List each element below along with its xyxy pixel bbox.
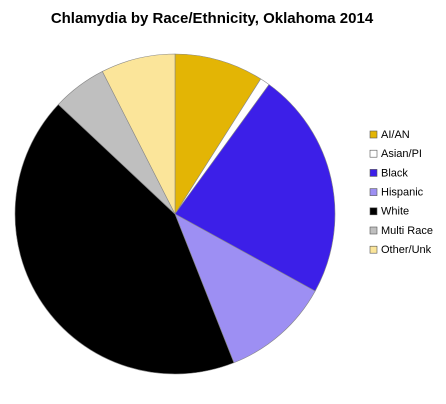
- legend-label: Multi Race: [381, 225, 433, 237]
- legend-swatch: [369, 226, 378, 235]
- legend-swatch: [369, 130, 378, 139]
- legend-swatch: [369, 245, 378, 254]
- chart-title: Chlamydia by Race/Ethnicity, Oklahoma 20…: [51, 10, 374, 27]
- legend-label: White: [381, 206, 409, 218]
- legend-label: Hispanic: [381, 187, 424, 199]
- legend-label: Asian/PI: [381, 148, 422, 160]
- legend-label: Black: [381, 167, 408, 179]
- legend-swatch: [369, 149, 378, 158]
- pie-slice: [174, 53, 262, 216]
- pie-slice: [101, 53, 176, 215]
- legend-swatch: [369, 207, 378, 216]
- pie-slice: [14, 104, 235, 375]
- pie-slice: [174, 213, 316, 364]
- legend-label: Other/Unk: [381, 244, 432, 256]
- legend-label: AI/AN: [381, 129, 410, 141]
- pie-slice: [174, 84, 336, 292]
- legend-swatch: [369, 188, 378, 196]
- legend-swatch: [369, 169, 378, 177]
